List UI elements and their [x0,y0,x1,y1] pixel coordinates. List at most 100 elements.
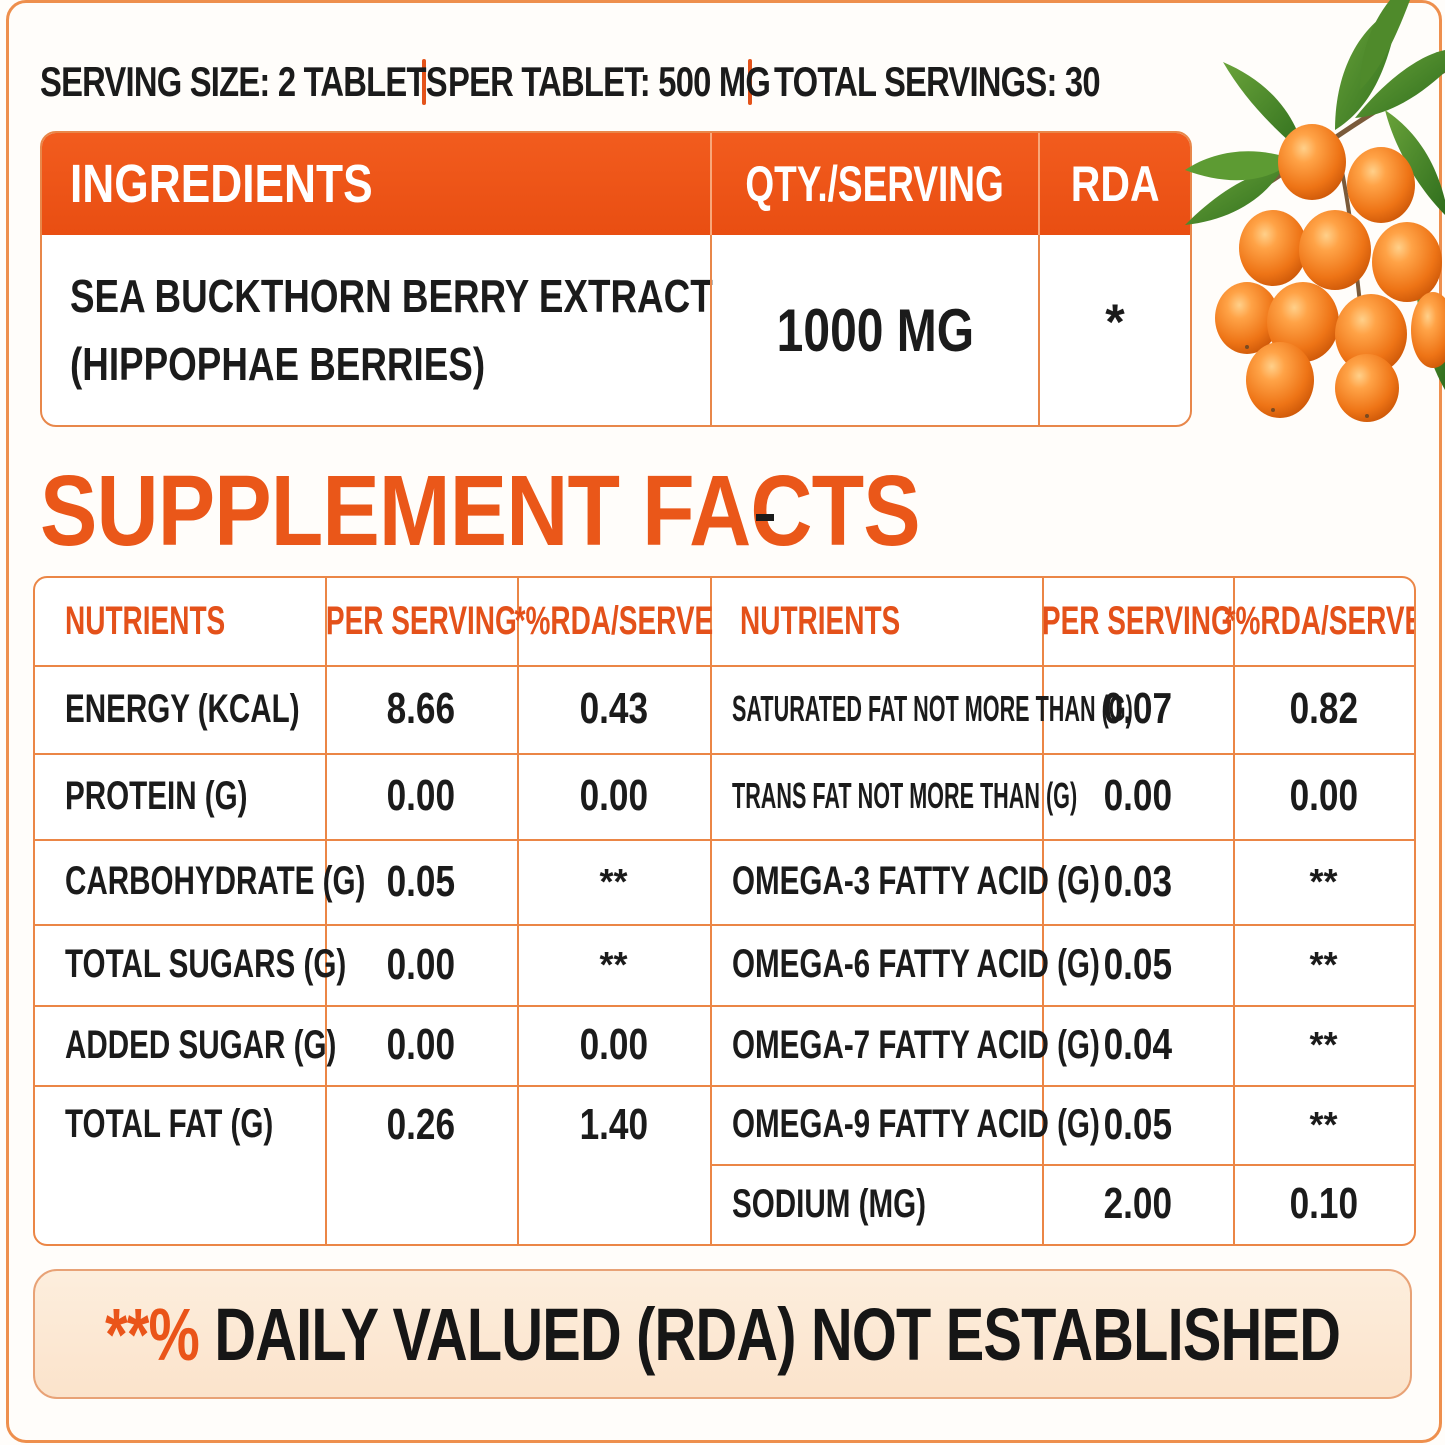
ingredient-qty: 1000 MG [712,235,1038,425]
ingredient-name-line2: (HIPPOPHAE BERRIES) [70,338,486,390]
nutrient-rda: ** [517,839,710,924]
nutrients-table: NUTRIENTS PER SERVING *%RDA/SERVE NUTRIENTS… [33,576,1416,1246]
header-nutrients-text: NUTRIENTS [740,599,901,643]
nutrient-name: SODIUM (MG) [710,1164,1042,1244]
nutrient-name: OMEGA-3 FATTY ACID (G) [710,839,1100,924]
header-nutrients-text: NUTRIENTS [65,599,226,643]
nutrient-per-serving: 0.05 [1042,924,1233,1005]
grid-line [1042,578,1044,1244]
nutrient-rda-text: 1.40 [579,1099,648,1149]
ingredient-name-line1: SEA BUCKTHORN BERRY EXTRACT [70,270,713,322]
nutrient-per-serving: 2.00 [1042,1164,1233,1244]
nutrient-name: OMEGA-9 FATTY ACID (G) [710,1085,1100,1164]
title-dash [756,514,774,521]
nutrient-rda-text: 0.43 [579,684,648,733]
nutrient-name-text: OMEGA-7 FATTY ACID (G) [732,1022,1100,1067]
nutrient-rda-text: 0.00 [579,1020,648,1069]
nutrient-per-serving-text: 0.00 [1103,771,1172,820]
nutrient-per-serving-text: 0.03 [1103,856,1172,906]
header-nutrients: NUTRIENTS [35,578,325,665]
grid-line [35,924,1414,926]
nutrient-per-serving: 0.00 [325,924,517,1005]
header-ingredients-label: INGREDIENTS [70,154,373,214]
nutrient-per-serving: 0.07 [1042,665,1233,753]
nutrient-name-text: SATURATED FAT NOT MORE THAN (G) [732,688,1133,729]
nutrient-name: SATURATED FAT NOT MORE THAN (G) [710,665,1133,753]
grid-line [35,665,1414,667]
separator [748,59,752,105]
divider [1038,235,1040,425]
nutrient-rda: 0.10 [1233,1164,1414,1244]
header-qty: QTY./SERVING [712,133,1038,235]
nutrient-rda: 0.00 [517,753,710,839]
nutrient-rda-text: 0.00 [579,771,648,820]
ingredient-name: SEA BUCKTHORN BERRY EXTRACT (HIPPOPHAE B… [70,235,713,425]
nutrient-per-serving-text: 8.66 [386,684,456,733]
grid-line [35,839,1414,841]
nutrient-name: OMEGA-7 FATTY ACID (G) [710,1005,1100,1085]
nutrient-name-text: ENERGY (KCAL) [65,686,300,731]
nutrient-per-serving-text: 2.00 [1103,1179,1172,1228]
ingredient-qty-value: 1000 MG [776,296,974,364]
nutrient-per-serving: 0.00 [325,1005,517,1085]
grid-line [325,578,327,1244]
nutrient-rda-text: ** [599,860,628,902]
ingredients-table: INGREDIENTS QTY./SERVING RDA SEA BUCKTHO… [40,131,1192,427]
header-per-serving-text: PER SERVING [325,599,517,643]
divider [710,133,712,235]
nutrient-per-serving: 0.05 [325,839,517,924]
nutrient-name: TRANS FAT NOT MORE THAN (G) [710,753,1077,839]
nutrient-rda: ** [517,924,710,1005]
nutrient-name-text: PROTEIN (G) [65,773,248,818]
serving-size: SERVING SIZE: 2 TABLETS [40,58,448,105]
supplement-facts-title-text: SUPPLEMENT FACTS [40,454,921,567]
nutrient-name-text: OMEGA-6 FATTY ACID (G) [732,942,1100,986]
nutrient-per-serving: 8.66 [325,665,517,753]
nutrient-rda: 0.00 [1233,753,1414,839]
separator [422,59,426,105]
header-rda-serve: *%RDA/SERVE [1224,578,1414,665]
nutrient-name-text: OMEGA-9 FATTY ACID (G) [732,1102,1100,1146]
nutrient-rda: 0.43 [517,665,710,753]
nutrient-rda: ** [1233,1085,1414,1164]
nutrient-rda: 1.40 [517,1085,710,1164]
header-ingredients: INGREDIENTS [70,133,710,235]
header-per-serving: PER SERVING [325,578,517,665]
nutrient-rda: ** [1233,839,1414,924]
nutrient-per-serving-text: 0.26 [386,1099,456,1149]
per-tablet: PER TABLET: 500 MG [448,58,771,105]
nutrient-name-text: ADDED SUGAR (G) [65,1022,337,1067]
nutrient-rda-text: ** [1309,860,1338,902]
grid-line [710,1164,1414,1166]
ingredients-row: SEA BUCKTHORN BERRY EXTRACT (HIPPOPHAE B… [42,235,1190,425]
nutrient-rda-text: ** [599,943,628,985]
header-rda-serve-text: *%RDA/SERVE [514,599,713,643]
grid-line [517,578,519,1244]
header-rda: RDA [1040,133,1190,235]
nutrient-name: TOTAL SUGARS (G) [35,924,346,1005]
header-per-serving-text: PER SERVING [1042,599,1233,643]
nutrient-per-serving-text: 0.00 [386,1020,456,1069]
footer-note: **% DAILY VALUED (RDA) NOT ESTABLISHED [33,1269,1412,1399]
ingredient-rda: * [1040,235,1190,425]
nutrient-name: OMEGA-6 FATTY ACID (G) [710,924,1100,1005]
header-per-serving: PER SERVING [1042,578,1233,665]
nutrient-per-serving: 0.03 [1042,839,1233,924]
nutrient-name: ENERGY (KCAL) [35,665,325,753]
nutrient-rda-text: ** [1309,943,1338,985]
nutrient-per-serving-text: 0.05 [1103,1099,1172,1149]
supplement-facts-title: SUPPLEMENT FACTS [40,454,1063,567]
nutrient-per-serving-text: 0.07 [1103,684,1172,733]
nutrient-rda-text: ** [1309,1024,1338,1065]
sea-buckthorn-berries-image [1185,0,1445,422]
nutrient-name-text: CARBOHYDRATE (G) [65,859,366,903]
nutrient-per-serving-text: 0.00 [386,771,456,820]
divider [710,235,712,425]
header-qty-label: QTY./SERVING [745,156,1005,212]
nutrient-rda: ** [1233,1005,1414,1085]
nutrient-name-text: OMEGA-3 FATTY ACID (G) [732,859,1100,903]
grid-line [1233,578,1235,1244]
footer-prefix: **% [105,1292,200,1376]
nutrient-per-serving: 0.04 [1042,1005,1233,1085]
